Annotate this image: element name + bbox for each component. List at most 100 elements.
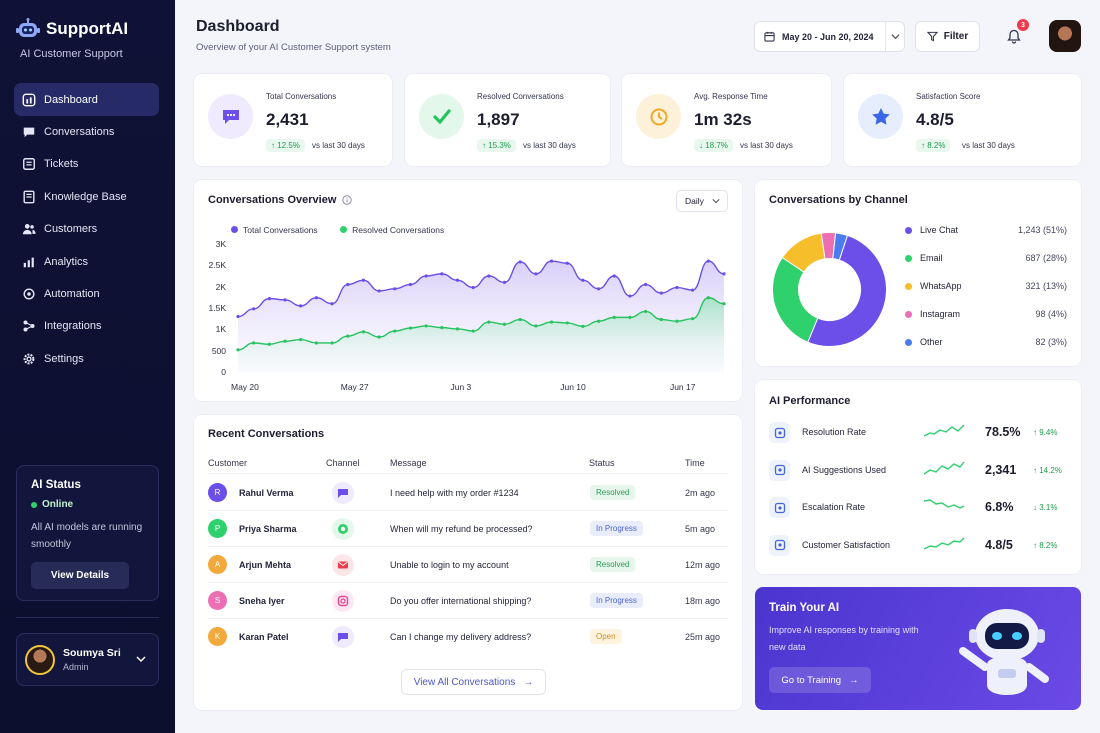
data-point[interactable] xyxy=(659,291,663,295)
data-point[interactable] xyxy=(534,272,538,276)
data-point[interactable] xyxy=(675,285,679,290)
data-point[interactable] xyxy=(440,326,444,330)
data-point[interactable] xyxy=(722,272,726,276)
brand[interactable]: SupportAI xyxy=(16,18,128,40)
data-point[interactable] xyxy=(424,274,428,278)
data-point[interactable] xyxy=(596,287,601,291)
sidebar-item-customers[interactable]: Customers xyxy=(14,213,159,246)
data-point[interactable] xyxy=(675,319,679,323)
data-point[interactable] xyxy=(393,287,397,291)
data-point[interactable] xyxy=(644,309,648,314)
data-point[interactable] xyxy=(361,330,366,334)
performance-row[interactable]: Escalation Rate 6.8% ↓ 3.1% xyxy=(769,493,1069,523)
data-point[interactable] xyxy=(691,288,695,292)
data-point[interactable] xyxy=(408,326,413,330)
data-point[interactable] xyxy=(518,260,522,264)
data-point[interactable] xyxy=(424,324,428,328)
chevron-down-icon[interactable] xyxy=(891,32,900,41)
data-point[interactable] xyxy=(549,320,554,324)
sidebar-item-dashboard[interactable]: Dashboard xyxy=(14,83,159,116)
pie-slice-other[interactable] xyxy=(832,232,849,261)
data-point[interactable] xyxy=(471,285,475,290)
data-point[interactable] xyxy=(440,272,444,276)
sidebar-item-automation[interactable]: Automation xyxy=(14,277,159,310)
performance-row[interactable]: Resolution Rate 78.5% ↑ 9.4% xyxy=(769,418,1069,448)
data-point[interactable] xyxy=(659,317,663,322)
view-all-conversations-button[interactable]: View All Conversations → xyxy=(401,669,546,695)
pie-slice-live-chat[interactable] xyxy=(807,234,887,347)
sidebar-item-settings[interactable]: Settings xyxy=(14,342,159,375)
data-point[interactable] xyxy=(236,314,240,319)
data-point[interactable] xyxy=(534,324,538,328)
go-to-training-button[interactable]: Go to Training → xyxy=(769,667,871,693)
performance-row[interactable]: AI Suggestions Used 2,341 ↑ 14.2% xyxy=(769,456,1069,486)
pie-slice-email[interactable] xyxy=(772,256,819,343)
data-point[interactable] xyxy=(346,282,350,287)
data-point[interactable] xyxy=(252,341,256,345)
sidebar-item-conversations[interactable]: Conversations xyxy=(14,115,159,148)
sidebar-item-knowledge-base[interactable]: Knowledge Base xyxy=(14,180,159,213)
table-row[interactable]: A Arjun Mehta Unable to login to my accoun… xyxy=(208,547,728,583)
user-card[interactable]: Soumya Sri Admin xyxy=(16,633,159,686)
table-row[interactable]: P Priya Sharma When will my refund be proc… xyxy=(208,511,728,547)
data-point[interactable] xyxy=(314,341,318,345)
data-point[interactable] xyxy=(314,296,318,300)
data-point[interactable] xyxy=(455,327,460,331)
data-point[interactable] xyxy=(455,278,460,282)
data-point[interactable] xyxy=(549,259,554,263)
profile-avatar[interactable] xyxy=(1049,20,1081,52)
filter-button[interactable]: Filter xyxy=(915,21,980,52)
data-point[interactable] xyxy=(581,324,585,328)
series-line-resolved[interactable] xyxy=(237,297,725,351)
data-point[interactable] xyxy=(565,261,569,265)
data-point[interactable] xyxy=(502,322,507,326)
series-line-total[interactable] xyxy=(237,260,725,318)
info-icon[interactable] xyxy=(342,195,352,205)
data-point[interactable] xyxy=(644,282,648,287)
area-chart[interactable] xyxy=(194,180,742,401)
data-point[interactable] xyxy=(581,278,585,282)
table-row[interactable]: R Rahul Verma I need help with my order #1… xyxy=(208,475,728,511)
data-point[interactable] xyxy=(330,341,334,345)
data-point[interactable] xyxy=(628,315,632,319)
data-point[interactable] xyxy=(502,280,507,284)
data-point[interactable] xyxy=(236,348,240,352)
data-point[interactable] xyxy=(706,259,710,263)
data-point[interactable] xyxy=(283,298,287,302)
data-point[interactable] xyxy=(252,307,256,311)
notifications-button[interactable] xyxy=(1001,23,1027,49)
data-point[interactable] xyxy=(691,317,695,321)
data-point[interactable] xyxy=(299,304,303,308)
data-point[interactable] xyxy=(722,302,726,306)
data-point[interactable] xyxy=(612,315,616,319)
data-point[interactable] xyxy=(299,337,303,342)
data-point[interactable] xyxy=(628,294,632,298)
date-range-picker[interactable]: May 20 - Jun 20, 2024 xyxy=(754,21,905,52)
data-point[interactable] xyxy=(706,296,710,300)
sidebar-item-integrations[interactable]: Integrations xyxy=(14,310,159,343)
table-row[interactable]: S Sneha Iyer Do you offer international sh… xyxy=(208,583,728,619)
data-point[interactable] xyxy=(267,342,271,346)
period-select[interactable]: Daily xyxy=(676,190,728,212)
data-point[interactable] xyxy=(267,297,271,301)
data-point[interactable] xyxy=(487,320,491,324)
data-point[interactable] xyxy=(487,274,491,278)
data-point[interactable] xyxy=(377,335,381,339)
data-point[interactable] xyxy=(346,334,350,338)
performance-row[interactable]: Customer Satisfaction 4.8/5 ↑ 8.2% xyxy=(769,531,1069,561)
sidebar-item-tickets[interactable]: Tickets xyxy=(14,148,159,181)
data-point[interactable] xyxy=(330,302,334,306)
view-details-button[interactable]: View Details xyxy=(31,562,129,589)
data-point[interactable] xyxy=(393,329,397,333)
table-row[interactable]: K Karan Patel Can I change my delivery add… xyxy=(208,619,728,655)
sidebar-item-analytics[interactable]: Analytics xyxy=(14,245,159,278)
chevron-down-icon[interactable] xyxy=(136,654,146,664)
data-point[interactable] xyxy=(518,317,522,322)
data-point[interactable] xyxy=(565,321,569,325)
data-point[interactable] xyxy=(283,339,287,343)
data-point[interactable] xyxy=(408,282,413,287)
data-point[interactable] xyxy=(377,289,381,293)
donut-chart[interactable] xyxy=(772,232,887,347)
data-point[interactable] xyxy=(612,274,616,278)
data-point[interactable] xyxy=(361,278,366,282)
